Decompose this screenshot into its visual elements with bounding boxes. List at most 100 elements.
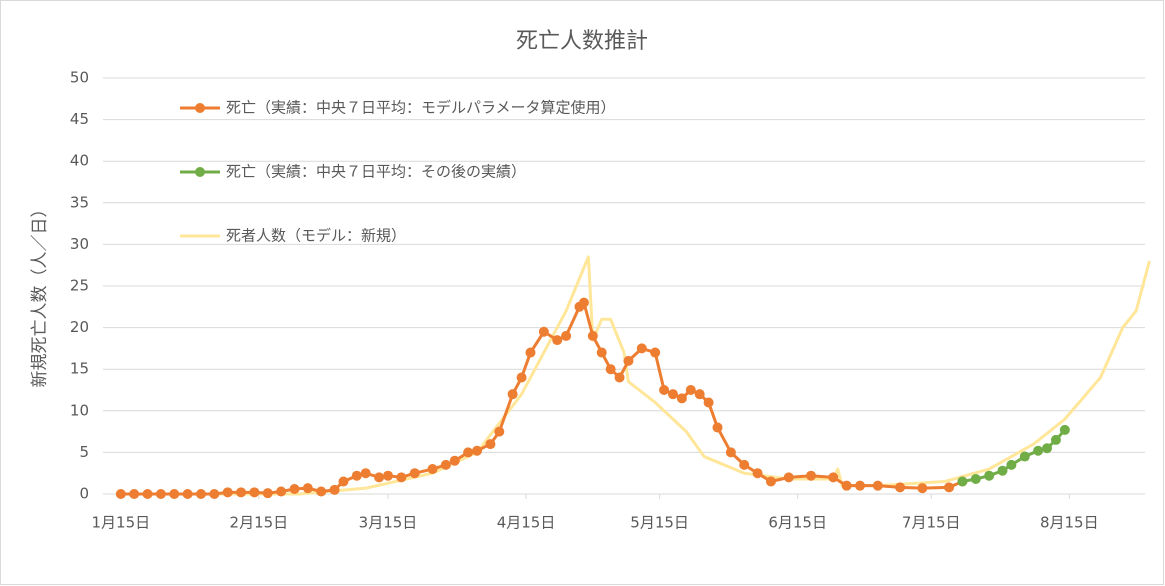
series-marker xyxy=(351,470,362,481)
series-marker xyxy=(236,487,247,498)
series-marker xyxy=(360,468,371,479)
y-tick-label: 5 xyxy=(79,443,89,461)
series-marker xyxy=(614,372,625,383)
series-marker xyxy=(957,476,968,487)
series-marker xyxy=(507,389,518,400)
series-marker xyxy=(587,330,598,341)
series-marker xyxy=(944,482,955,493)
series-marker xyxy=(155,489,166,499)
series-marker xyxy=(636,343,647,354)
series-marker xyxy=(472,445,483,456)
x-tick-label: 4月15日 xyxy=(497,514,556,532)
series-marker xyxy=(374,472,385,483)
series-marker xyxy=(765,476,776,487)
series-marker xyxy=(1059,424,1070,435)
y-tick-label: 50 xyxy=(70,69,89,87)
series-marker xyxy=(712,422,723,433)
y-tick-label: 0 xyxy=(79,485,89,503)
x-tick-label: 6月15日 xyxy=(768,514,827,532)
series-marker xyxy=(605,364,616,375)
series-marker xyxy=(115,489,126,499)
y-axis-title: 新規死亡人数（人／日） xyxy=(30,201,50,388)
series-marker xyxy=(338,476,349,487)
series-marker xyxy=(1019,451,1030,462)
series-marker xyxy=(427,464,438,475)
legend-marker xyxy=(195,103,205,113)
series-marker xyxy=(249,487,260,498)
series-marker xyxy=(440,459,451,470)
series-marker xyxy=(970,474,981,485)
series-marker xyxy=(1042,443,1053,454)
series-marker xyxy=(302,483,313,494)
series-marker xyxy=(316,486,327,497)
series-marker xyxy=(449,455,460,466)
series-marker xyxy=(855,480,866,491)
series-marker xyxy=(917,483,928,494)
series-marker xyxy=(659,385,670,395)
legend-label: 死者人数（モデル：新規） xyxy=(226,227,406,245)
y-tick-label: 20 xyxy=(70,318,89,336)
series-marker xyxy=(262,488,273,499)
series-marker xyxy=(676,393,687,404)
series-marker xyxy=(182,489,193,499)
y-tick-label: 25 xyxy=(70,277,89,295)
series-marker xyxy=(685,385,696,395)
y-tick-label: 15 xyxy=(70,360,89,378)
series-marker xyxy=(752,468,763,479)
series-marker xyxy=(578,297,589,308)
series-marker xyxy=(806,470,817,481)
x-tick-label: 2月15日 xyxy=(230,514,289,532)
series-line xyxy=(962,428,1066,483)
series-marker xyxy=(703,397,714,408)
series-marker xyxy=(209,489,220,499)
series-marker xyxy=(997,465,1008,476)
x-tick-label: 1月15日 xyxy=(91,514,150,532)
series-marker xyxy=(596,347,607,358)
legend-label: 死亡（実績：中央７日平均：モデルパラメータ算定使用） xyxy=(226,99,616,117)
series-marker xyxy=(195,489,206,499)
series-marker xyxy=(667,389,678,400)
y-tick-label: 40 xyxy=(70,152,89,170)
series-marker xyxy=(623,355,634,366)
series-marker xyxy=(650,347,661,358)
series-marker xyxy=(552,335,563,346)
series-marker xyxy=(129,489,140,499)
series-marker xyxy=(289,484,300,495)
legend-label: 死亡（実績：中央７日平均：その後の実績） xyxy=(226,163,526,181)
x-tick-label: 8月15日 xyxy=(1040,514,1099,532)
x-tick-label: 7月15日 xyxy=(902,514,961,532)
series-marker xyxy=(1033,445,1044,456)
series-marker xyxy=(984,470,995,481)
series-marker xyxy=(694,389,705,400)
series-marker xyxy=(396,472,407,483)
y-tick-label: 45 xyxy=(70,110,89,128)
series-marker xyxy=(525,347,536,358)
y-tick-label: 35 xyxy=(70,193,89,211)
x-tick-label: 5月15日 xyxy=(630,514,689,532)
series-marker xyxy=(538,326,549,337)
series-marker xyxy=(142,489,153,499)
y-tick-label: 10 xyxy=(70,401,89,419)
series-marker xyxy=(463,447,474,458)
chart-title: 死亡人数推計 xyxy=(516,29,648,54)
y-tick-label: 30 xyxy=(70,235,89,253)
series-marker xyxy=(1006,459,1017,470)
series-marker xyxy=(828,472,839,483)
series-marker xyxy=(494,426,505,437)
series-marker xyxy=(725,447,736,458)
series-marker xyxy=(516,372,527,383)
series-marker xyxy=(1050,434,1061,445)
series-marker xyxy=(382,470,393,481)
series-marker xyxy=(895,482,906,493)
series-marker xyxy=(169,489,180,499)
series-marker xyxy=(409,468,420,479)
series-line xyxy=(178,255,1151,496)
series-marker xyxy=(561,330,572,341)
x-tick-label: 3月15日 xyxy=(359,514,418,532)
series-marker xyxy=(841,480,852,491)
series-marker xyxy=(485,439,496,450)
series-marker xyxy=(276,486,287,497)
